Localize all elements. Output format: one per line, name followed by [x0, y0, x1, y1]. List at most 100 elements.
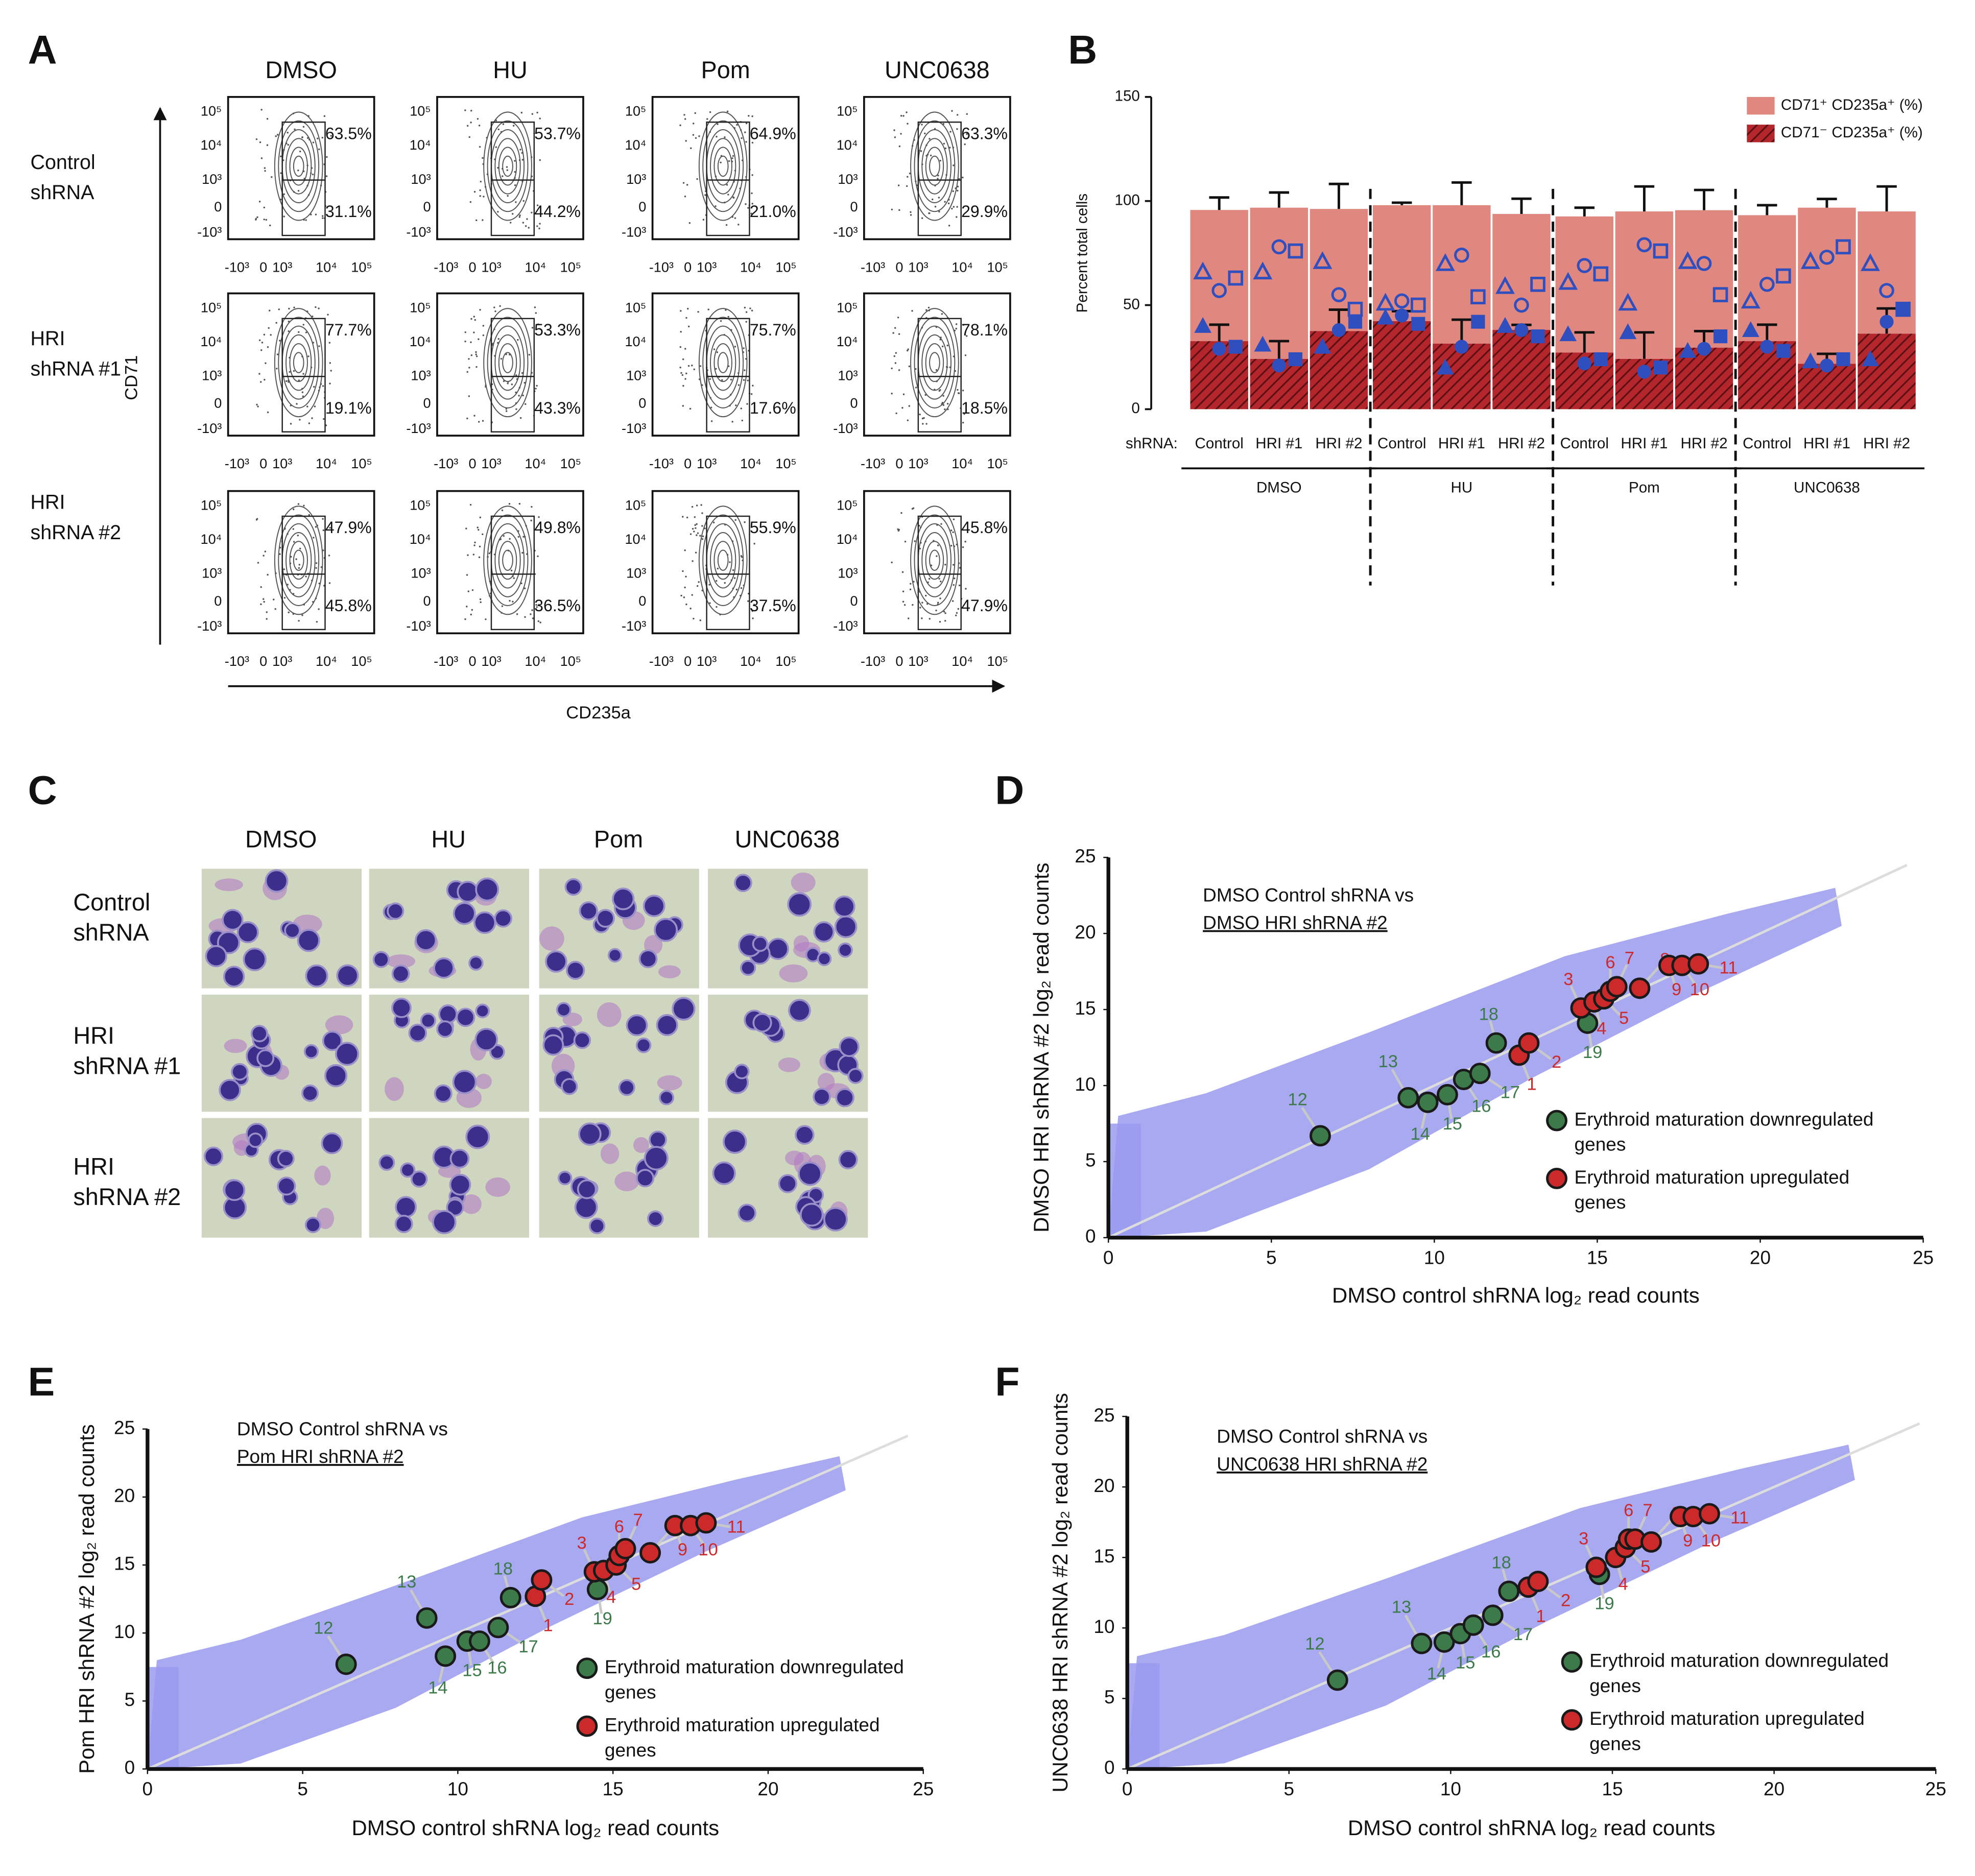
gene-label: 19 — [1595, 1594, 1614, 1614]
y-tick-label: 10⁵ — [410, 299, 431, 315]
event-dot — [910, 214, 912, 216]
event-dot — [679, 346, 682, 348]
replicate-point — [1593, 266, 1609, 282]
event-dot — [287, 584, 289, 586]
event-dot — [953, 584, 955, 586]
cell — [256, 1049, 275, 1067]
y-tick-label: 0 — [423, 395, 431, 411]
replicate-point — [1653, 360, 1668, 375]
event-dot — [911, 310, 913, 312]
gene-label: 3 — [1563, 970, 1573, 989]
gene-point — [1518, 1032, 1540, 1054]
cell — [324, 1064, 348, 1088]
event-dot — [497, 128, 500, 131]
cell — [205, 945, 227, 968]
event-dot — [944, 620, 946, 622]
event-dot — [948, 225, 950, 227]
contour — [921, 334, 948, 391]
event-dot — [701, 538, 704, 540]
gate-percent: 45.8% — [325, 596, 372, 615]
event-dot — [302, 126, 305, 128]
replicate-point — [1619, 323, 1637, 340]
x-tick-label: HRI #2 — [1498, 435, 1545, 452]
contour — [917, 523, 951, 597]
event-dot — [921, 617, 923, 619]
cell — [457, 880, 479, 903]
event-dot — [682, 570, 684, 572]
event-dot — [964, 143, 966, 146]
stain-smudge — [600, 1143, 620, 1164]
x-tick-label: 10⁴ — [525, 259, 546, 275]
replicate-point — [1558, 272, 1578, 290]
y-tick-label: 10⁵ — [625, 497, 646, 513]
y-axis-label: Pom HRI shRNA #2 log₂ read counts — [75, 1424, 99, 1774]
event-dot — [897, 317, 899, 319]
event-dot — [312, 173, 314, 176]
legend-marker — [576, 1715, 598, 1737]
event-dot — [894, 362, 897, 364]
contour — [914, 514, 956, 607]
plot-frame — [227, 96, 375, 240]
y-tick-label: 10⁴ — [837, 531, 858, 547]
y-tick-label: -10³ — [622, 618, 646, 634]
micrograph — [201, 1118, 362, 1238]
event-dot — [907, 348, 909, 350]
gate-percent: 64.9% — [750, 124, 796, 142]
cell — [596, 909, 615, 928]
event-dot — [466, 125, 469, 127]
x-axis-label: CD235a — [566, 703, 631, 723]
event-dot — [682, 516, 684, 518]
x-tick-label: 10³ — [481, 653, 501, 669]
error-bar — [1634, 331, 1655, 359]
event-dot — [482, 325, 485, 327]
event-dot — [531, 609, 533, 611]
event-dot — [716, 351, 719, 353]
gate-percent: 19.1% — [325, 399, 372, 417]
gene-label: 5 — [1640, 1557, 1650, 1576]
cell — [248, 1132, 264, 1148]
event-dot — [902, 393, 905, 396]
contour — [929, 155, 940, 177]
event-dot — [469, 201, 472, 203]
cell — [456, 1007, 475, 1027]
event-dot — [478, 421, 480, 423]
event-dot — [956, 206, 958, 208]
legend-label: Erythroid maturation downregulated genes — [604, 1656, 904, 1704]
cell — [438, 1004, 458, 1024]
event-dot — [473, 316, 475, 318]
x-tick-label: 10⁴ — [740, 653, 762, 669]
replicate-point — [1636, 237, 1652, 253]
event-dot — [701, 525, 703, 527]
event-dot — [495, 146, 497, 148]
event-dot — [908, 365, 911, 368]
x-tick-label: -10³ — [434, 455, 458, 471]
replicate-point — [1395, 308, 1409, 323]
event-dot — [898, 369, 900, 371]
gene-label: 16 — [1471, 1096, 1491, 1116]
event-dot — [301, 391, 304, 393]
event-dot — [921, 417, 924, 420]
event-dot — [712, 521, 715, 524]
x-tick-label: 15 — [1602, 1778, 1623, 1799]
replicate-point — [1331, 287, 1347, 302]
x-tick-label: 10⁵ — [775, 653, 796, 669]
event-dot — [684, 378, 686, 380]
cell — [672, 997, 696, 1021]
gate-percent: 17.6% — [750, 399, 796, 417]
gate-percent: 55.9% — [750, 518, 796, 537]
event-dot — [937, 544, 939, 546]
gene-label: 16 — [487, 1658, 507, 1677]
replicate-point — [1861, 253, 1880, 271]
micrograph — [369, 1118, 529, 1238]
gene-point — [614, 1538, 636, 1559]
gene-label: 4 — [1597, 1019, 1606, 1039]
gene-point — [468, 1630, 490, 1652]
event-dot — [956, 216, 958, 218]
event-dot — [536, 225, 538, 227]
event-dot — [328, 582, 331, 584]
gene-label: 15 — [1456, 1653, 1475, 1673]
event-dot — [907, 419, 909, 421]
event-dot — [283, 597, 286, 599]
event-dot — [691, 506, 694, 508]
contour — [278, 317, 320, 408]
